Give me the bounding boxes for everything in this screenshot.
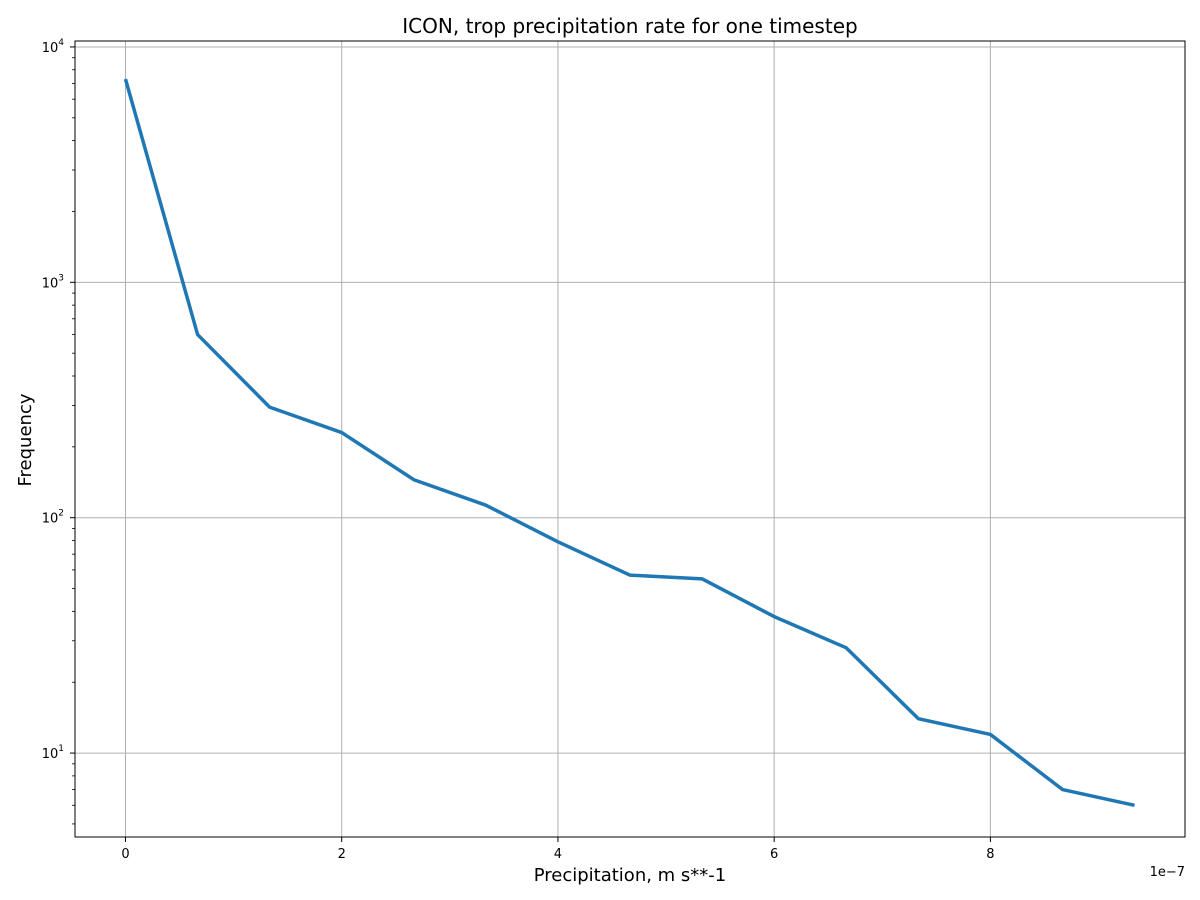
grid-layer xyxy=(75,41,1185,837)
y-axis: 101 102 103 104 xyxy=(42,38,75,825)
y-tick-label: 103 xyxy=(42,273,64,291)
chart-title: ICON, trop precipitation rate for one ti… xyxy=(402,14,857,38)
y-tick-label: 101 xyxy=(42,744,64,762)
y-axis-label: Frequency xyxy=(15,393,36,486)
x-tick-label: 4 xyxy=(554,847,562,862)
x-tick-label: 2 xyxy=(338,847,346,862)
plot-frame xyxy=(74,40,1186,838)
y-tick-label: 102 xyxy=(42,509,64,527)
x-tick-label: 8 xyxy=(986,847,994,862)
x-axis: 0 2 4 6 8 xyxy=(121,837,995,862)
series-line xyxy=(123,78,1135,808)
x-tick-label: 6 xyxy=(770,847,778,862)
series-layer xyxy=(123,78,1135,808)
x-offset-label: 1e−7 xyxy=(1150,865,1185,880)
x-tick-label: 0 xyxy=(121,847,129,862)
x-axis-label: Precipitation, m s**-1 xyxy=(534,865,727,886)
y-tick-label: 104 xyxy=(42,38,65,56)
